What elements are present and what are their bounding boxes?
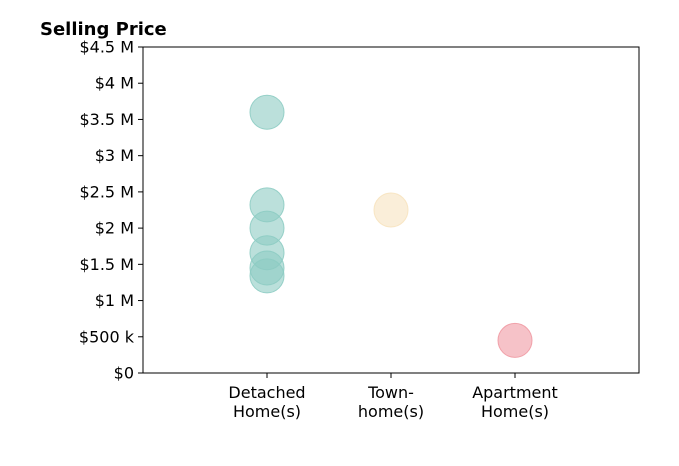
y-tick-label: $0: [114, 364, 134, 383]
x-tick-label: Detached Home(s): [228, 383, 305, 421]
data-point-1-1: [249, 94, 285, 130]
y-tick-label: $1 M: [95, 291, 134, 310]
y-tick-label: $2.5 M: [79, 182, 134, 201]
data-point-2-1: [373, 192, 409, 228]
y-tick-label: $3.5 M: [79, 110, 134, 129]
y-axis: $0 $500 k $1 M $1.5 M $2 M $2.5 M $3 M $3.5 M $4…: [79, 38, 143, 383]
y-tick-label: $3 M: [95, 146, 134, 165]
chart-title: Selling Price: [40, 19, 167, 40]
data-points: [249, 94, 533, 358]
y-tick-label: $4.5 M: [79, 38, 134, 57]
x-tick-label: Town-home(s): [358, 383, 424, 421]
y-tick-label: $2 M: [95, 219, 134, 238]
y-tick-label: $4 M: [95, 74, 134, 93]
y-tick-label: $500 k: [79, 327, 135, 346]
x-axis: Detached Home(s) Town-home(s) Apartment Home…: [228, 373, 558, 421]
plot-area-frame: [142, 46, 640, 374]
x-tick-label: Apartment Home(s): [472, 383, 558, 421]
y-tick-label: $1.5 M: [79, 255, 134, 274]
data-point-1-6: [249, 258, 285, 294]
data-point-3-1: [497, 322, 533, 358]
